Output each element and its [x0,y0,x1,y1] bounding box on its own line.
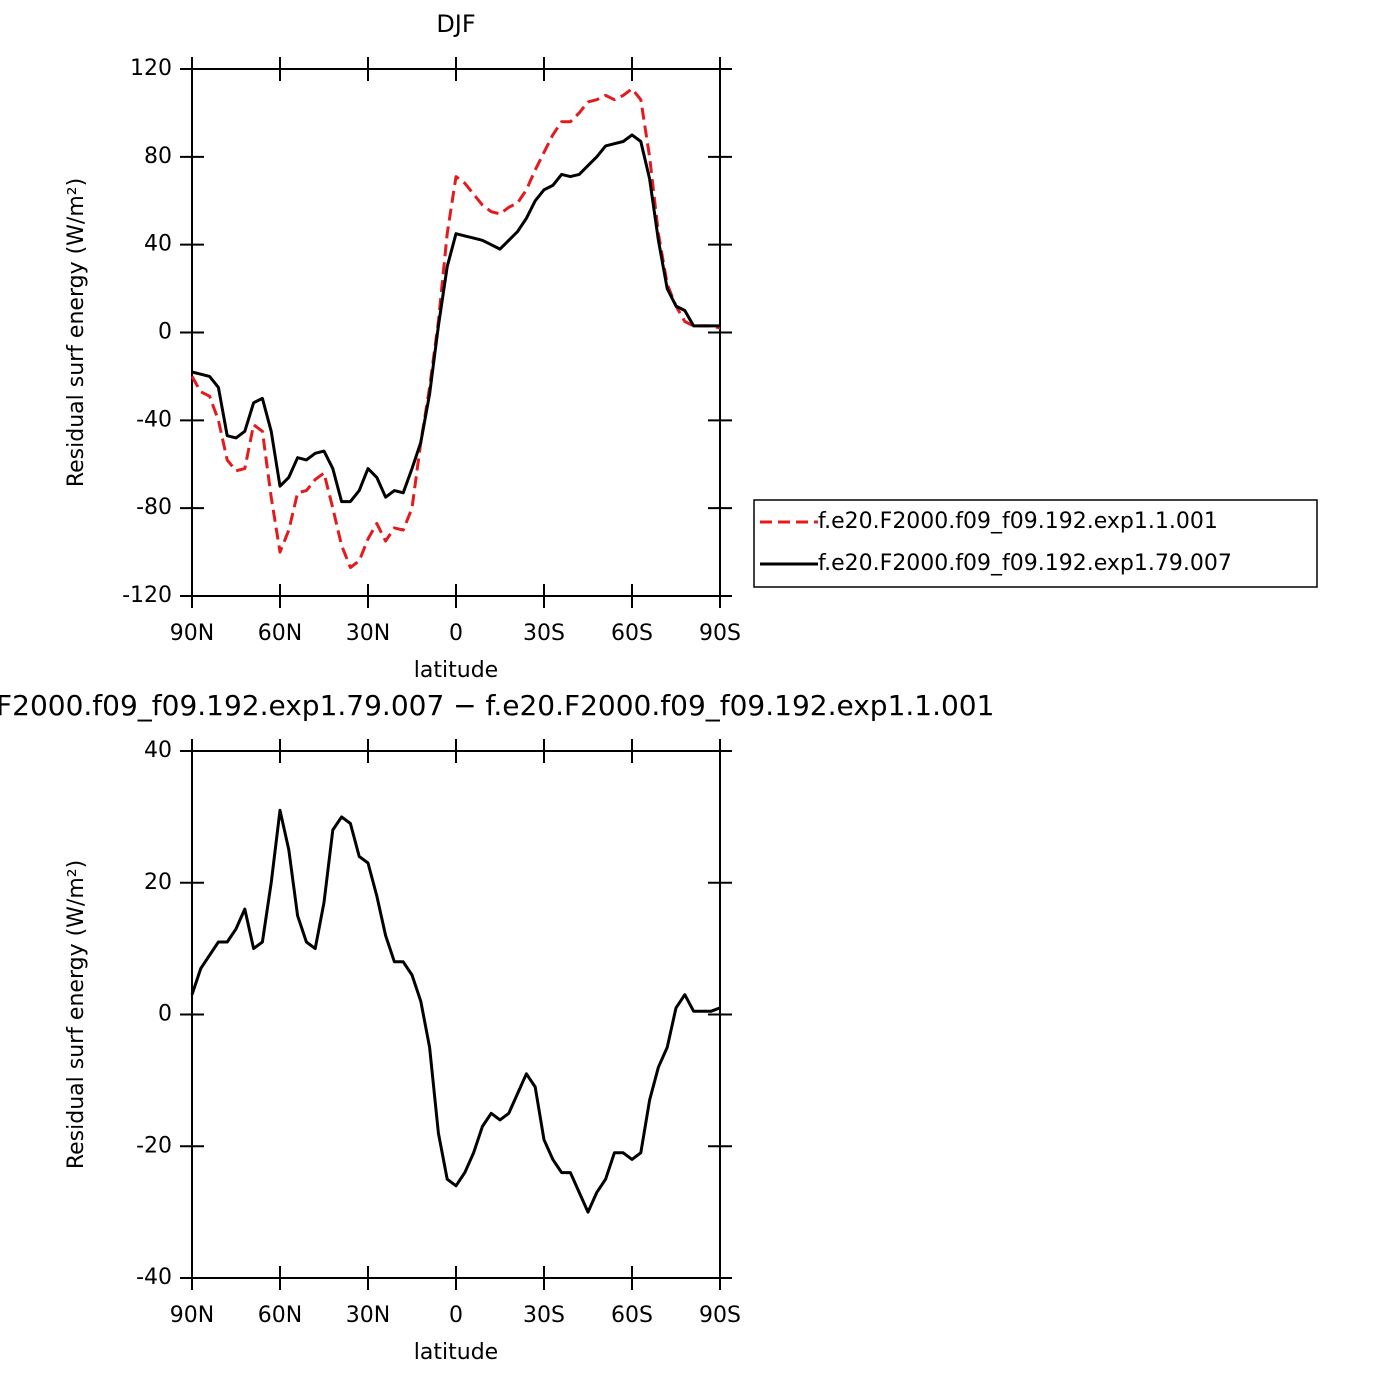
y-tick-label: 40 [144,738,172,763]
y-tick-label: 0 [158,320,172,345]
y-tick-label: 40 [144,232,172,257]
y-tick-label: -120 [122,583,172,608]
x-tick-label: 90S [699,1303,741,1328]
y-tick-label: 120 [130,56,172,81]
y-axis-label: Residual surf energy (W/m²) [64,178,89,487]
x-tick-label: 30S [523,1303,565,1328]
y-tick-label: 20 [144,870,172,895]
data-line [190,87,721,569]
x-axis-label: latitude [414,1340,498,1365]
x-tick-label: 0 [449,1303,463,1328]
chart-title: DJF [436,10,475,38]
x-axis-label: latitude [414,658,498,683]
plot-frame [191,750,721,1279]
y-tick-label: 80 [144,144,172,169]
chart-title: f.e20.F2000.f09_f09.192.exp1.79.007 − f.… [0,689,994,722]
x-tick-label: 90S [699,621,741,646]
y-tick-label: -40 [136,1265,172,1290]
x-tick-label: 60S [611,1303,653,1328]
x-tick-label: 30S [523,621,565,646]
x-tick-label: 0 [449,621,463,646]
data-line [191,133,720,504]
y-tick-label: -20 [136,1133,172,1158]
y-tick-label: 0 [158,1002,172,1027]
legend-box [753,499,1318,588]
x-tick-label: 60N [258,1303,302,1328]
x-tick-label: 60S [611,621,653,646]
y-tick-label: -80 [136,495,172,520]
x-tick-label: 90N [170,1303,214,1328]
plot-frame [191,68,721,597]
x-tick-label: 60N [258,621,302,646]
x-tick-label: 90N [170,621,214,646]
x-tick-label: 30N [346,1303,390,1328]
y-axis-label: Residual surf energy (W/m²) [64,860,89,1169]
y-tick-label: -40 [136,407,172,432]
legend-label: f.e20.F2000.f09_f09.192.exp1.1.001 [818,509,1218,534]
x-tick-label: 30N [346,621,390,646]
data-line [190,808,721,1214]
legend-label: f.e20.F2000.f09_f09.192.exp1.79.007 [818,551,1232,576]
